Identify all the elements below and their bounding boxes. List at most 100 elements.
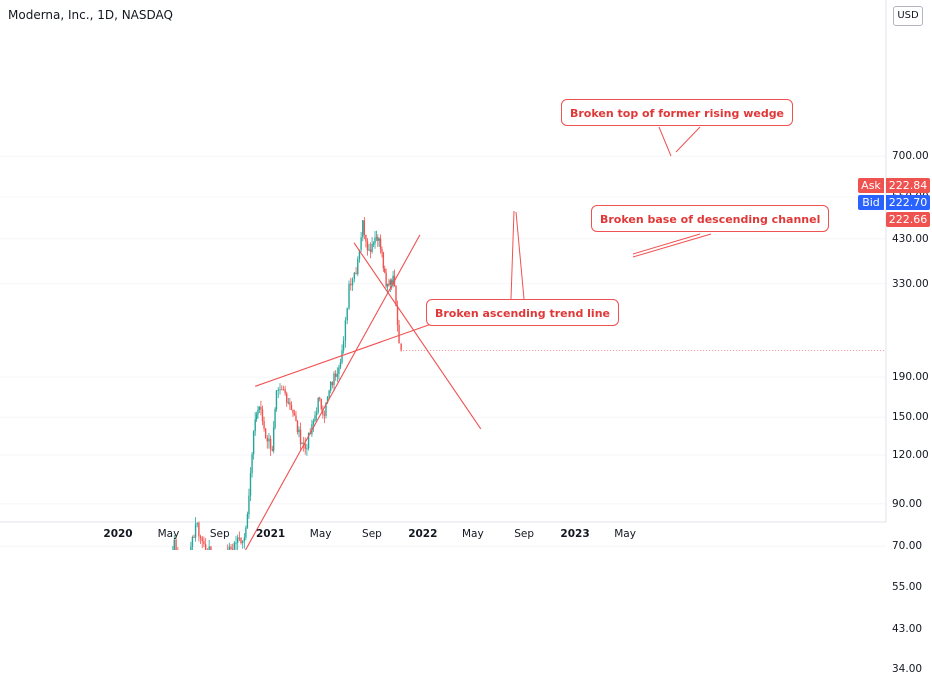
callout-pointer-descending-channel [632, 233, 712, 258]
candle-body [236, 537, 239, 543]
price-chart[interactable] [0, 0, 932, 550]
x-tick-label: Sep [362, 528, 382, 540]
candle-body [258, 406, 261, 410]
candle-body [293, 413, 296, 416]
candle-body [360, 237, 362, 250]
candle-body [263, 421, 265, 429]
x-tick-label: May [157, 528, 180, 540]
candle-body [355, 272, 357, 275]
currency-button[interactable]: USD [893, 6, 923, 26]
candle-body [353, 272, 356, 279]
candle-body [344, 320, 347, 341]
candle-body [302, 443, 305, 445]
callout-descending-channel[interactable]: Broken base of descending channel [591, 205, 830, 232]
candle-body [251, 454, 253, 474]
candle-body [246, 514, 249, 528]
candle-body [279, 389, 281, 391]
candle-body [201, 538, 203, 542]
trend-line-ascending-trend-line[interactable] [220, 234, 421, 550]
candle-body [388, 283, 390, 285]
candle-body [329, 381, 332, 391]
candle-body [371, 244, 373, 252]
y-tick-label: 43.00 [892, 622, 923, 635]
candle-body [342, 340, 345, 351]
candle-body [389, 280, 392, 285]
candle-body [379, 238, 382, 250]
callout-pointer-rising-wedge [658, 126, 672, 157]
candle-body [320, 399, 322, 410]
candle-body [358, 249, 361, 260]
candle-body [382, 252, 385, 269]
bid-value: 222.70 [886, 195, 930, 210]
candle-body [298, 429, 300, 433]
candle-body [252, 431, 255, 455]
callout-pointer-rising-wedge [675, 126, 701, 153]
candle-body [372, 243, 375, 245]
candle-body [314, 415, 316, 421]
candle-body [307, 432, 310, 449]
candle-body [326, 396, 329, 403]
candle-body [301, 443, 303, 445]
candle-body [325, 402, 327, 416]
candle-body [190, 546, 192, 550]
candle-body [336, 373, 339, 377]
candle-body [292, 409, 294, 414]
candle-body [368, 249, 370, 251]
y-tick-label: 55.00 [892, 581, 923, 594]
candle-body [350, 283, 352, 286]
candle-body [319, 397, 321, 400]
candle-body [331, 381, 334, 386]
candle-body [268, 438, 270, 442]
callout-ascending-trend[interactable]: Broken ascending trend line [426, 299, 619, 326]
candle-body [260, 406, 262, 410]
x-tick-label: May [309, 528, 332, 540]
ask-value: 222.84 [886, 178, 930, 193]
candle-body [366, 241, 369, 251]
candle-body [191, 537, 194, 547]
candle-body [290, 404, 293, 410]
candle-body [245, 527, 247, 538]
candle-body [400, 343, 402, 351]
candle-body [230, 546, 232, 550]
candle-body [363, 220, 366, 235]
candle-body [199, 536, 202, 539]
candle-body [240, 537, 242, 544]
candle-body [323, 414, 326, 416]
candle-body [384, 268, 386, 273]
trend-line-descending-channel-base[interactable] [353, 242, 482, 430]
y-tick-label: 700.00 [892, 150, 929, 163]
candle-body [296, 420, 299, 433]
candle-body [339, 362, 342, 368]
candle-body [341, 350, 343, 363]
candle-body [173, 539, 175, 550]
y-tick-label: 150.00 [892, 411, 929, 424]
candle-body [274, 409, 276, 428]
x-tick-label: 2021 [255, 528, 286, 540]
callout-pointer-ascending-trend [510, 210, 515, 300]
candle-body [233, 542, 236, 550]
candle-body [398, 324, 400, 344]
candle-body [378, 238, 380, 241]
candle-body [193, 537, 195, 539]
candle-body [315, 412, 318, 416]
callout-rising-wedge[interactable]: Broken top of former rising wedge [561, 99, 794, 126]
candle-body [241, 541, 244, 544]
chart-title: Moderna, Inc., 1D, NASDAQ [8, 8, 173, 22]
ask-label: Ask [858, 178, 884, 193]
candle-body [334, 373, 337, 377]
x-tick-label: Sep [209, 528, 230, 540]
candle-body [369, 249, 372, 252]
candle-body [264, 428, 267, 438]
candle-body [198, 522, 200, 537]
candle-body [287, 402, 290, 404]
candle-body [357, 259, 359, 275]
callout-pointer-descending-channel [632, 233, 701, 255]
candle-body [322, 409, 324, 415]
candle-body [243, 537, 246, 542]
y-tick-label: 90.00 [892, 497, 923, 510]
candle-body [338, 367, 340, 374]
candle-body [381, 249, 383, 253]
candle-body [228, 546, 231, 550]
y-tick-label: 190.00 [892, 371, 929, 384]
candle-body [392, 275, 394, 285]
